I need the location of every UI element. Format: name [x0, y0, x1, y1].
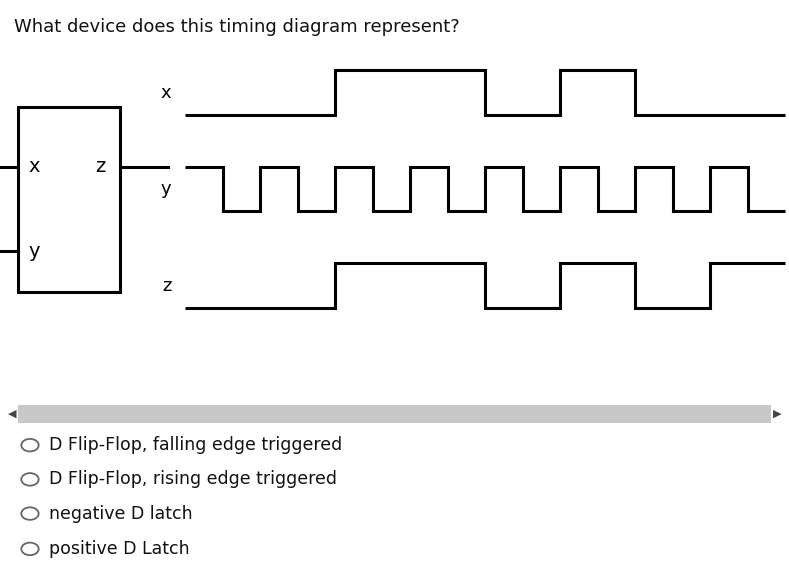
Text: z: z	[163, 276, 171, 295]
Text: x: x	[161, 84, 171, 101]
Text: z: z	[95, 157, 105, 177]
Text: What device does this timing diagram represent?: What device does this timing diagram rep…	[14, 18, 460, 36]
Text: positive D Latch: positive D Latch	[49, 540, 189, 558]
Text: ◀: ◀	[8, 409, 17, 419]
Text: x: x	[28, 157, 40, 177]
Text: D Flip-Flop, falling edge triggered: D Flip-Flop, falling edge triggered	[49, 436, 342, 454]
Text: D Flip-Flop, rising edge triggered: D Flip-Flop, rising edge triggered	[49, 470, 337, 488]
Text: ▶: ▶	[772, 409, 781, 419]
Bar	[18, 405, 771, 423]
Text: y: y	[161, 180, 171, 198]
Text: negative D latch: negative D latch	[49, 504, 193, 523]
Text: y: y	[28, 242, 40, 261]
